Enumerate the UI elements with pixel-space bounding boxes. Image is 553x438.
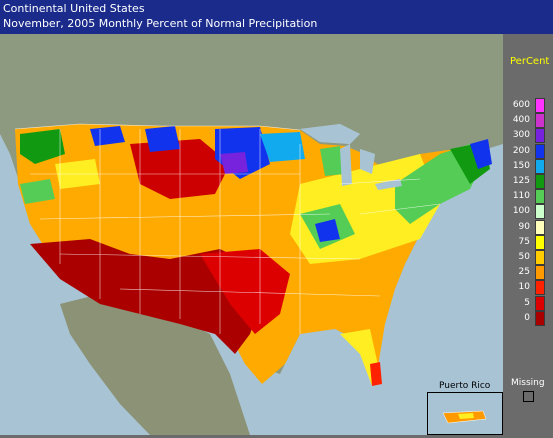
legend-value: 110 bbox=[512, 191, 530, 202]
missing-label: Missing bbox=[511, 378, 545, 388]
cyan-pocket bbox=[260, 132, 305, 162]
region-title: Continental United States bbox=[3, 2, 145, 15]
legend-item: 100 bbox=[503, 204, 553, 220]
legend-value: 100 bbox=[512, 206, 530, 217]
legend-value: 200 bbox=[512, 145, 530, 156]
blue-pocket-1 bbox=[90, 126, 125, 146]
legend-value: 600 bbox=[512, 100, 530, 110]
legend-item: 10 bbox=[503, 280, 553, 296]
map-title: November, 2005 Monthly Percent of Normal… bbox=[3, 17, 318, 30]
legend-swatch bbox=[535, 265, 545, 281]
legend-swatch bbox=[535, 310, 545, 326]
legend-swatch bbox=[535, 98, 545, 113]
yellow-florida bbox=[340, 329, 380, 386]
legend-swatch bbox=[535, 204, 545, 220]
lake-huron-overlay bbox=[360, 149, 375, 174]
legend-value: 90 bbox=[518, 221, 530, 232]
legend-value: 150 bbox=[512, 160, 530, 171]
legend-swatch bbox=[535, 143, 545, 159]
legend-swatch bbox=[535, 113, 545, 129]
red-southwest bbox=[30, 239, 260, 354]
legend-swatch bbox=[535, 250, 545, 265]
legend-swatch bbox=[535, 189, 545, 205]
legend-item: 200 bbox=[503, 143, 553, 159]
legend-item: 75 bbox=[503, 234, 553, 250]
red-texas bbox=[200, 249, 290, 334]
legend-item: 600 bbox=[503, 98, 553, 113]
legend-swatch bbox=[535, 158, 545, 174]
legend-item: 110 bbox=[503, 189, 553, 205]
legend-value: 300 bbox=[512, 130, 530, 141]
legend-value: 25 bbox=[518, 267, 530, 278]
legend-value: 0 bbox=[524, 312, 530, 323]
puerto-rico-label: Puerto Rico bbox=[439, 381, 491, 391]
lake-michigan-overlay bbox=[340, 144, 352, 186]
puerto-rico-yellow bbox=[458, 413, 474, 419]
legend-item: 150 bbox=[503, 158, 553, 174]
legend-swatch bbox=[535, 128, 545, 144]
legend: PerCent 600 400 300 200 150 125 110 100 90 75 50 25… bbox=[503, 34, 553, 435]
legend-item: 300 bbox=[503, 128, 553, 144]
legend-title: PerCent bbox=[510, 56, 550, 67]
legend-swatch bbox=[535, 219, 545, 235]
legend-item: 50 bbox=[503, 250, 553, 265]
lake-erie-overlay bbox=[375, 179, 402, 190]
legend-item: 90 bbox=[503, 219, 553, 235]
legend-value: 5 bbox=[524, 297, 530, 308]
map-canvas bbox=[0, 34, 503, 435]
green-northwest bbox=[20, 129, 65, 164]
green-lakes bbox=[320, 146, 345, 176]
legend-swatch bbox=[535, 174, 545, 189]
legend-item: 25 bbox=[503, 265, 553, 281]
legend-value: 10 bbox=[518, 282, 530, 293]
conus-precip bbox=[15, 124, 492, 386]
state-boundaries bbox=[14, 123, 441, 334]
legend-swatch bbox=[535, 280, 545, 296]
legend-item: 0 bbox=[503, 310, 553, 326]
legend-value: 50 bbox=[518, 252, 530, 262]
legend-swatch bbox=[535, 234, 545, 250]
green-pacific bbox=[20, 179, 55, 204]
legend-item: 125 bbox=[503, 174, 553, 189]
blue-midwest bbox=[315, 219, 340, 242]
blue-pocket-2 bbox=[145, 126, 180, 152]
mexico-land bbox=[60, 294, 250, 435]
legend-value: 400 bbox=[512, 115, 530, 126]
puerto-rico-inset bbox=[427, 392, 503, 435]
missing-swatch bbox=[523, 391, 534, 402]
purple-pocket bbox=[220, 152, 248, 174]
legend-item: 5 bbox=[503, 295, 553, 311]
legend-value: 75 bbox=[518, 236, 530, 247]
precipitation-map bbox=[0, 34, 503, 435]
red-south-florida bbox=[370, 362, 382, 386]
legend-swatch bbox=[535, 295, 545, 311]
map-header: Continental United States November, 2005… bbox=[0, 0, 553, 34]
lake-superior-overlay bbox=[300, 124, 360, 144]
puerto-rico-map bbox=[442, 410, 487, 424]
blue-maine bbox=[470, 139, 492, 169]
legend-item: 400 bbox=[503, 113, 553, 129]
legend-value: 125 bbox=[512, 176, 530, 186]
